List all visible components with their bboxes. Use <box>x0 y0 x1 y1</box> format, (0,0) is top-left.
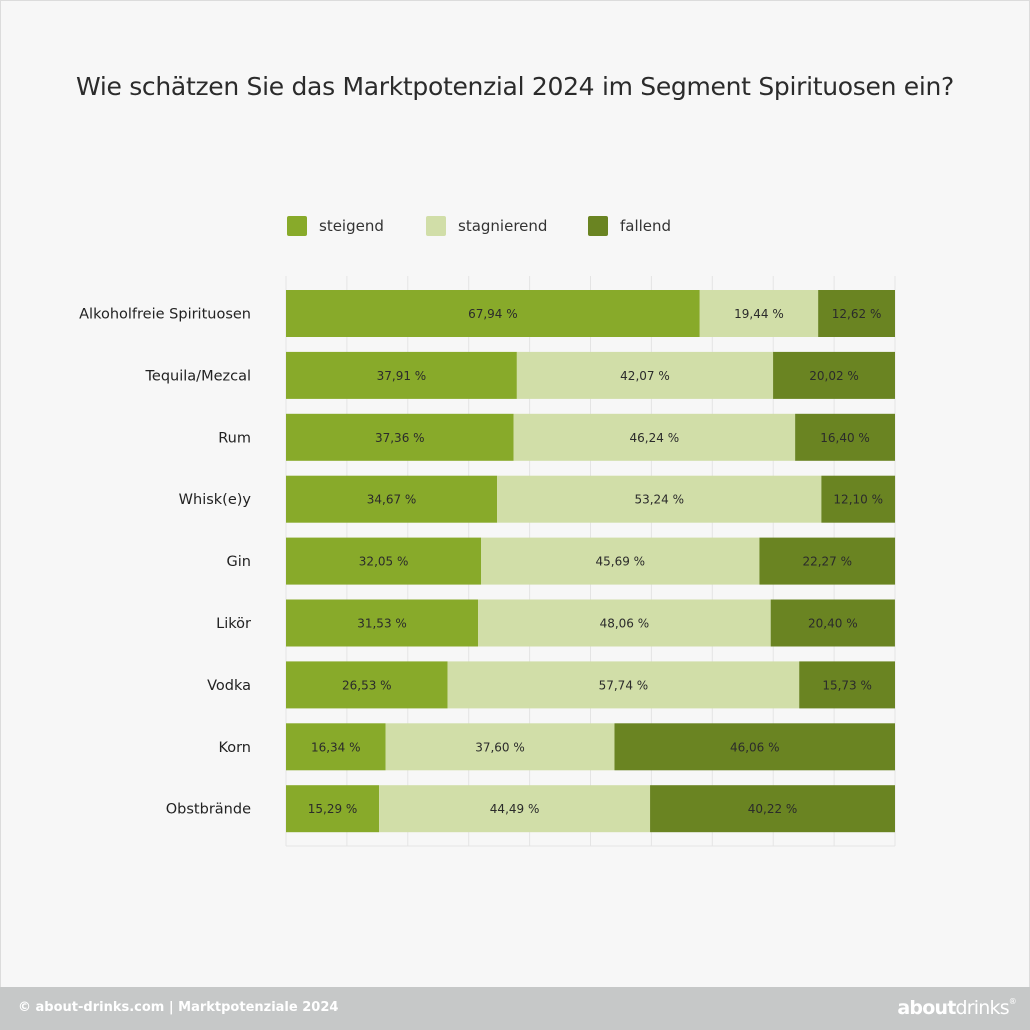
legend-swatch-fallend <box>588 216 608 236</box>
bar-segment-steigend <box>286 661 448 709</box>
category-label: Vodka <box>207 678 251 694</box>
category-label: Korn <box>218 740 251 756</box>
bar-segment-stagnierend <box>447 661 800 709</box>
bar-segment-fallend <box>821 475 896 523</box>
category-label: Obstbrände <box>166 802 251 818</box>
data-label-steigend: 31,53 % <box>357 617 407 631</box>
footer-bar: © about-drinks.com | Marktpotenziale 202… <box>0 987 1030 1030</box>
data-label-steigend: 34,67 % <box>367 493 417 507</box>
bar-segment-steigend <box>286 599 479 647</box>
logo-registered-mark: ® <box>1008 997 1017 1006</box>
data-label-fallend: 12,10 % <box>833 493 883 507</box>
data-label-steigend: 37,36 % <box>375 431 425 445</box>
data-label-fallend: 20,40 % <box>808 617 858 631</box>
bar-segment-steigend <box>286 723 386 771</box>
bar-segment-fallend <box>818 290 895 337</box>
data-label-stagnierend: 42,07 % <box>620 369 670 383</box>
bar-segment-fallend <box>650 785 895 833</box>
bar-segment-fallend <box>795 413 895 461</box>
data-label-fallend: 16,40 % <box>820 431 870 445</box>
category-label: Likör <box>216 616 251 632</box>
bar-segment-steigend <box>286 351 517 399</box>
legend-swatch-steigend <box>287 216 307 236</box>
category-label: Whisk(e)y <box>179 492 252 508</box>
data-label-fallend: 40,22 % <box>748 802 798 816</box>
legend-label-fallend: fallend <box>620 217 671 235</box>
aboutdrinks-logo: aboutdrinks® <box>897 997 1016 1019</box>
legend-label-steigend: steigend <box>319 217 384 235</box>
legend-label-stagnierend: stagnierend <box>458 217 547 235</box>
data-label-steigend: 26,53 % <box>342 678 392 692</box>
data-label-steigend: 32,05 % <box>359 555 409 569</box>
bar-segment-steigend <box>286 413 514 461</box>
bar-segment-fallend <box>614 723 895 771</box>
data-label-stagnierend: 48,06 % <box>600 617 650 631</box>
data-label-stagnierend: 44,49 % <box>490 802 540 816</box>
bar-segment-fallend <box>799 661 895 709</box>
logo-bold-part: about <box>897 997 956 1019</box>
bar-segment-stagnierend <box>478 599 771 647</box>
footer-copyright: © about-drinks.com | Marktpotenziale 202… <box>18 1000 339 1015</box>
bar-segment-fallend <box>773 351 895 399</box>
data-label-stagnierend: 45,69 % <box>596 555 646 569</box>
data-label-stagnierend: 19,44 % <box>734 307 784 321</box>
category-label: Rum <box>218 430 251 446</box>
bar-segment-steigend <box>286 537 482 585</box>
category-label: Tequila/Mezcal <box>145 368 251 384</box>
data-label-steigend: 15,29 % <box>308 802 358 816</box>
data-label-stagnierend: 57,74 % <box>599 678 649 692</box>
bar-segment-steigend <box>286 785 380 833</box>
data-label-stagnierend: 37,60 % <box>475 740 525 754</box>
logo-regular-part: drinks <box>955 997 1010 1019</box>
data-label-fallend: 12,62 % <box>832 307 882 321</box>
bar-segment-stagnierend <box>379 785 651 833</box>
bar-segment-stagnierend <box>481 537 760 585</box>
data-label-fallend: 46,06 % <box>730 740 780 754</box>
bar-segment-stagnierend <box>513 413 796 461</box>
data-label-stagnierend: 53,24 % <box>634 493 684 507</box>
category-label: Gin <box>227 554 251 570</box>
data-label-fallend: 15,73 % <box>822 678 872 692</box>
data-label-steigend: 16,34 % <box>311 740 361 754</box>
legend-swatch-stagnierend <box>426 216 446 236</box>
bar-segment-steigend <box>286 290 700 337</box>
bar-segment-fallend <box>759 537 896 585</box>
bar-segment-stagnierend <box>497 475 822 523</box>
chart-title: Wie schätzen Sie das Marktpotenzial 2024… <box>75 72 955 101</box>
category-label: Alkoholfreie Spirituosen <box>79 307 251 323</box>
bar-segment-fallend <box>770 599 895 647</box>
bar-segment-stagnierend <box>699 290 819 337</box>
data-label-steigend: 37,91 % <box>377 369 427 383</box>
bar-segment-stagnierend <box>385 723 615 771</box>
data-label-steigend: 67,94 % <box>468 307 518 321</box>
bar-segment-steigend <box>286 475 498 523</box>
data-label-stagnierend: 46,24 % <box>630 431 680 445</box>
bar-segment-stagnierend <box>516 351 774 399</box>
data-label-fallend: 22,27 % <box>802 555 852 569</box>
data-label-fallend: 20,02 % <box>809 369 859 383</box>
